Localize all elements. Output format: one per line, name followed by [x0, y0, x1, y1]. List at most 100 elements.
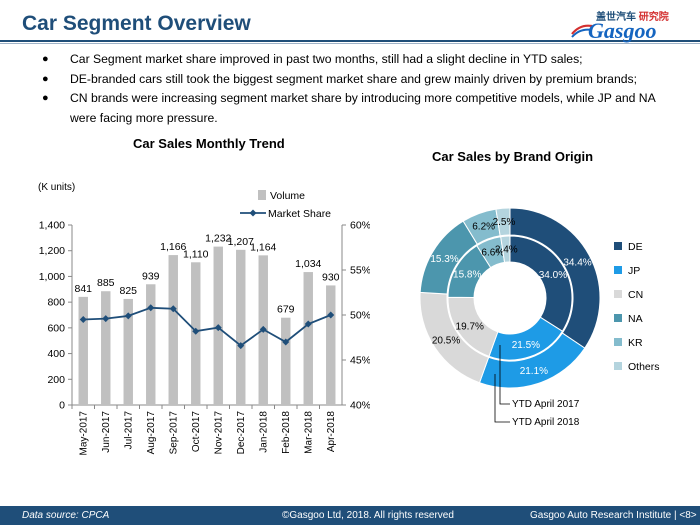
callout-line-outer: [494, 374, 510, 423]
legend-share-label: Market Share: [268, 208, 331, 220]
left-tick-label: 0: [59, 400, 65, 412]
x-tick-label: Aug-2017: [146, 411, 157, 455]
left-tick-label: 1,400: [39, 220, 65, 232]
volume-value-label: 939: [142, 270, 160, 282]
title-divider: [0, 40, 700, 42]
right-tick-label: 55%: [350, 265, 370, 277]
origin-chart-title: Car Sales by Brand Origin: [432, 149, 594, 164]
bullet-item: Car Segment market share improved in pas…: [42, 50, 672, 70]
legend-volume-label: Volume: [270, 190, 305, 202]
x-tick-label: Nov-2017: [213, 411, 224, 455]
market-share-point: [327, 311, 335, 319]
inner-slice-label: 19.7%: [456, 321, 484, 332]
footer-bar: Data source: CPCA ©Gasgoo Ltd, 2018. All…: [0, 506, 700, 525]
volume-bar: [168, 255, 178, 405]
legend-swatch: [614, 266, 622, 274]
market-share-point: [169, 305, 177, 313]
volume-value-label: 841: [74, 283, 92, 295]
outer-slice-label: 21.1%: [520, 366, 548, 377]
volume-value-label: 1,164: [250, 241, 276, 253]
left-tick-label: 600: [47, 322, 65, 334]
logo-en-text: Gasgoo: [588, 18, 657, 43]
monthly-trend-chart: (K units) 0 200 400 600 800 1,000 1,200 1,400 40%…: [38, 182, 370, 456]
left-tick-label: 1,000: [39, 271, 65, 283]
volume-value-label: 1,034: [295, 258, 321, 270]
legend-swatch: [614, 362, 622, 370]
right-tick-label: 60%: [350, 220, 370, 232]
market-share-point: [237, 342, 245, 350]
volume-bar: [326, 285, 336, 405]
left-tick-label: 1,200: [39, 245, 65, 257]
copyright: ©Gasgoo Ltd, 2018. All rights reserved: [282, 510, 454, 521]
legend-swatch: [614, 314, 622, 322]
market-share-point: [192, 327, 200, 335]
market-share-point: [304, 320, 312, 328]
market-share-point: [214, 324, 222, 332]
page-title: Car Segment Overview: [22, 12, 251, 35]
outer-slice-label: 34.4%: [563, 257, 591, 268]
volume-value-label: 1,166: [160, 241, 186, 253]
inner-slice-label: 15.8%: [453, 270, 481, 281]
inner-slice-label: 34.0%: [539, 270, 567, 281]
volume-bar: [146, 284, 156, 405]
market-share-point: [124, 312, 132, 320]
volume-value-label: 885: [97, 277, 115, 289]
summary-bullets: Car Segment market share improved in pas…: [42, 50, 672, 128]
outer-slice: [495, 207, 511, 237]
volume-value-label: 825: [119, 285, 137, 297]
x-tick-label: Dec-2017: [236, 411, 247, 455]
volume-bar: [101, 291, 111, 405]
market-share-line: [83, 306, 332, 347]
volume-value-label: 1,110: [183, 248, 209, 260]
gasgoo-logo: 盖世汽车 研究院 Gasgoo: [566, 8, 686, 43]
brand-origin-chart: 34.4% 21.1% 20.5% 15.3% 6.2%2.5% 34.0% 21.5% 19…: [419, 207, 660, 428]
x-tick-label: May-2017: [78, 411, 89, 456]
volume-bar: [303, 272, 313, 405]
market-share-point: [102, 315, 110, 323]
legend-label: Others: [628, 361, 660, 373]
callout-label-outer: YTD April 2018: [512, 417, 580, 428]
callout-line-inner: [499, 345, 510, 405]
x-tick-label: Jan-2018: [258, 411, 269, 453]
institute-page: Gasgoo Auto Research Institute | <8>: [530, 510, 697, 521]
legend-label: KR: [628, 337, 643, 349]
right-tick-label: 50%: [350, 310, 370, 322]
right-tick-label: 45%: [350, 355, 370, 367]
inner-slice-label: 2.4%: [495, 245, 518, 256]
outer-slice-label: 20.5%: [432, 336, 460, 347]
legend-volume-swatch: [258, 190, 266, 200]
x-tick-label: Oct-2017: [191, 411, 202, 453]
volume-value-label: 1,207: [228, 236, 254, 248]
left-tick-label: 400: [47, 348, 65, 360]
volume-value-label: 1,232: [205, 233, 231, 245]
market-share-point: [147, 304, 155, 312]
y-axis-label: (K units): [38, 182, 75, 193]
x-tick-label: Feb-2018: [281, 411, 292, 454]
callout-label-inner: YTD April 2017: [512, 399, 580, 410]
right-tick-label: 40%: [350, 400, 370, 412]
inner-slice-label: 21.5%: [512, 340, 540, 351]
legend-share-marker: [249, 209, 257, 217]
market-share-point: [259, 325, 267, 333]
logo-swoosh-icon: [571, 24, 593, 38]
x-tick-label: Jul-2017: [123, 411, 134, 450]
x-tick-label: Mar-2018: [303, 411, 314, 454]
logo-cn-text: 盖世汽车 研究院: [596, 12, 669, 23]
outer-slice-label: 15.3%: [430, 254, 458, 265]
data-source: Data source: CPCA: [22, 510, 110, 521]
volume-bar: [78, 296, 88, 405]
legend-label: JP: [628, 265, 640, 277]
volume-value-label: 679: [277, 304, 295, 316]
trend-chart-title: Car Sales Monthly Trend: [133, 136, 285, 151]
bullet-item: DE-branded cars still took the biggest s…: [42, 70, 672, 90]
outer-slice-label: 2.5%: [493, 217, 516, 228]
volume-bar: [236, 249, 246, 405]
legend-swatch: [614, 242, 622, 250]
volume-value-label: 930: [322, 271, 340, 283]
inner-slice: [500, 235, 511, 263]
volume-bar: [123, 298, 133, 405]
market-share-point: [79, 316, 87, 323]
legend-label: NA: [628, 313, 643, 325]
x-tick-label: Jun-2017: [101, 411, 112, 453]
left-tick-label: 200: [47, 374, 65, 386]
